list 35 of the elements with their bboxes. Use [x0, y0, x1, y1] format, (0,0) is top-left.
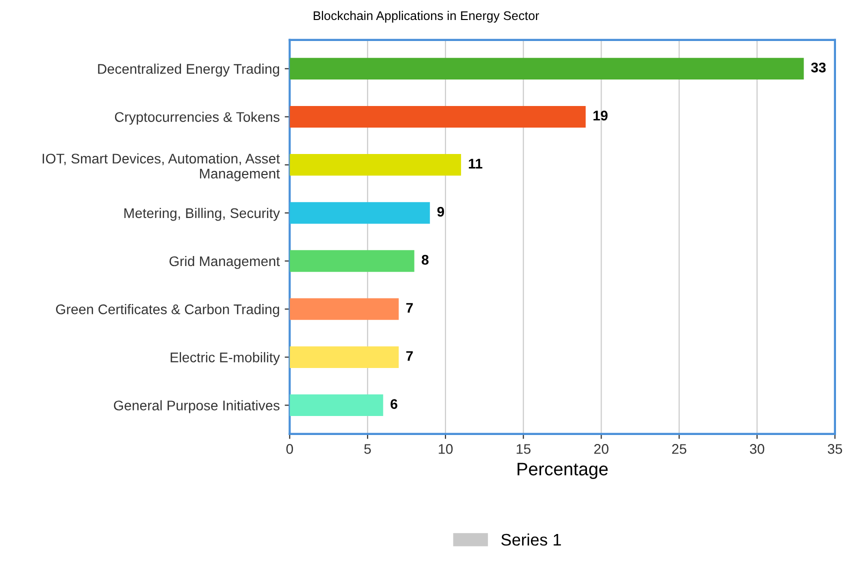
bar	[290, 154, 462, 176]
x-tick-label: 0	[286, 444, 293, 454]
y-tick-label: Green Certificates & Carbon Trading	[56, 304, 280, 317]
chart-title: Blockchain Applications in Energy Sector	[314, 10, 540, 23]
data-label: 19	[594, 110, 608, 120]
data-label: 7	[406, 351, 413, 361]
y-tick-label: Decentralized Energy Trading	[98, 64, 280, 77]
data-label: 6	[390, 399, 398, 409]
bar	[290, 346, 399, 368]
bar	[290, 58, 804, 80]
y-tick-label: Metering, Billing, Security	[124, 208, 280, 221]
y-tick-label: IOT, Smart Devices, Automation, Asset Management	[42, 153, 280, 182]
bar	[290, 106, 586, 128]
bar	[290, 202, 430, 224]
data-label: 9	[437, 206, 444, 217]
x-tick-label: 10	[438, 444, 453, 454]
x-tick-label: 35	[828, 444, 842, 454]
bar	[290, 394, 384, 416]
text: Series 1	[501, 533, 561, 546]
x-tick-label: 5	[364, 444, 371, 454]
x-tick-label: 20	[594, 444, 608, 454]
x-tick-label: 30	[750, 444, 764, 454]
bar	[290, 250, 414, 272]
data-label: 7	[406, 303, 413, 313]
y-tick-label: Grid Management	[170, 256, 280, 269]
y-tick-label: General Purpose Initiatives	[114, 400, 280, 414]
data-label: 8	[422, 254, 429, 265]
y-tick-label: Cryptocurrencies & Tokens	[114, 112, 280, 125]
x-tick-label: 15	[516, 444, 531, 454]
bar	[290, 298, 399, 320]
y-tick-label: Electric E-mobility	[170, 352, 280, 366]
data-label: 33	[811, 62, 826, 72]
data-label: 11	[468, 158, 482, 168]
x-axis-title: Percentage	[518, 462, 608, 480]
x-tick-label: 25	[672, 444, 686, 454]
